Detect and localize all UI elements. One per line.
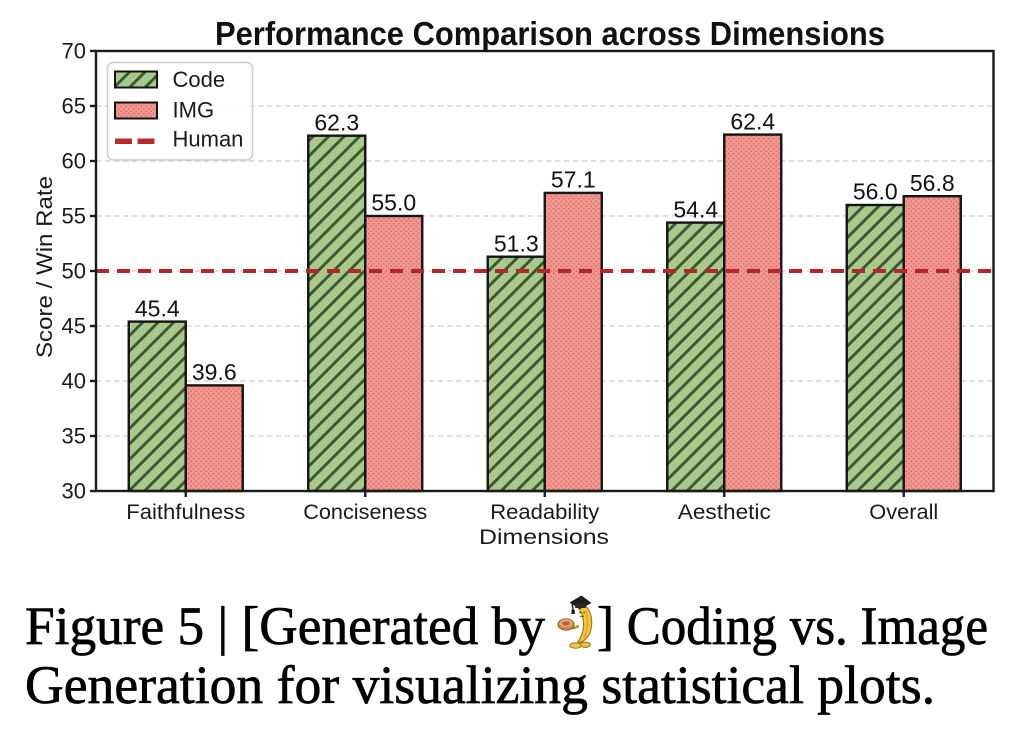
svg-text:] Coding vs. Image: ] Coding vs. Image [597, 596, 988, 656]
svg-text:Readability: Readability [490, 500, 599, 524]
svg-text:Performance Comparison across: Performance Comparison across Dimensions [215, 15, 885, 52]
svg-text:Overall: Overall [869, 500, 938, 524]
svg-text:70: 70 [62, 39, 86, 64]
svg-text:30: 30 [62, 479, 86, 504]
svg-text:Aesthetic: Aesthetic [678, 500, 771, 524]
svg-text:Conciseness: Conciseness [303, 500, 427, 524]
svg-text:Figure 5 | [Generated by: Figure 5 | [Generated by [25, 596, 545, 656]
svg-text:Score / Win Rate: Score / Win Rate [32, 176, 57, 358]
svg-text:62.3: 62.3 [314, 109, 359, 135]
svg-text:35: 35 [62, 424, 86, 449]
svg-text:40: 40 [62, 369, 86, 394]
svg-text:IMG: IMG [173, 98, 215, 123]
svg-text:45.4: 45.4 [135, 295, 180, 321]
svg-text:55.0: 55.0 [371, 190, 416, 216]
svg-text:Code: Code [173, 67, 226, 92]
svg-text:Human: Human [173, 127, 244, 152]
svg-text:55: 55 [62, 204, 86, 229]
svg-text:Generation for visualizing sta: Generation for visualizing statistical p… [25, 655, 935, 715]
svg-text:62.4: 62.4 [730, 108, 775, 134]
svg-text:56.8: 56.8 [910, 170, 955, 196]
svg-text:65: 65 [62, 94, 86, 119]
svg-text:56.0: 56.0 [853, 179, 898, 205]
svg-text:Faithfulness: Faithfulness [126, 500, 245, 524]
svg-text:39.6: 39.6 [192, 359, 237, 385]
svg-text:50: 50 [62, 259, 86, 284]
svg-text:54.4: 54.4 [673, 196, 718, 222]
svg-text:60: 60 [62, 149, 86, 174]
svg-text:57.1: 57.1 [551, 167, 596, 193]
svg-text:45: 45 [62, 314, 86, 339]
svg-text:51.3: 51.3 [494, 230, 539, 256]
svg-text:Dimensions: Dimensions [479, 525, 609, 549]
